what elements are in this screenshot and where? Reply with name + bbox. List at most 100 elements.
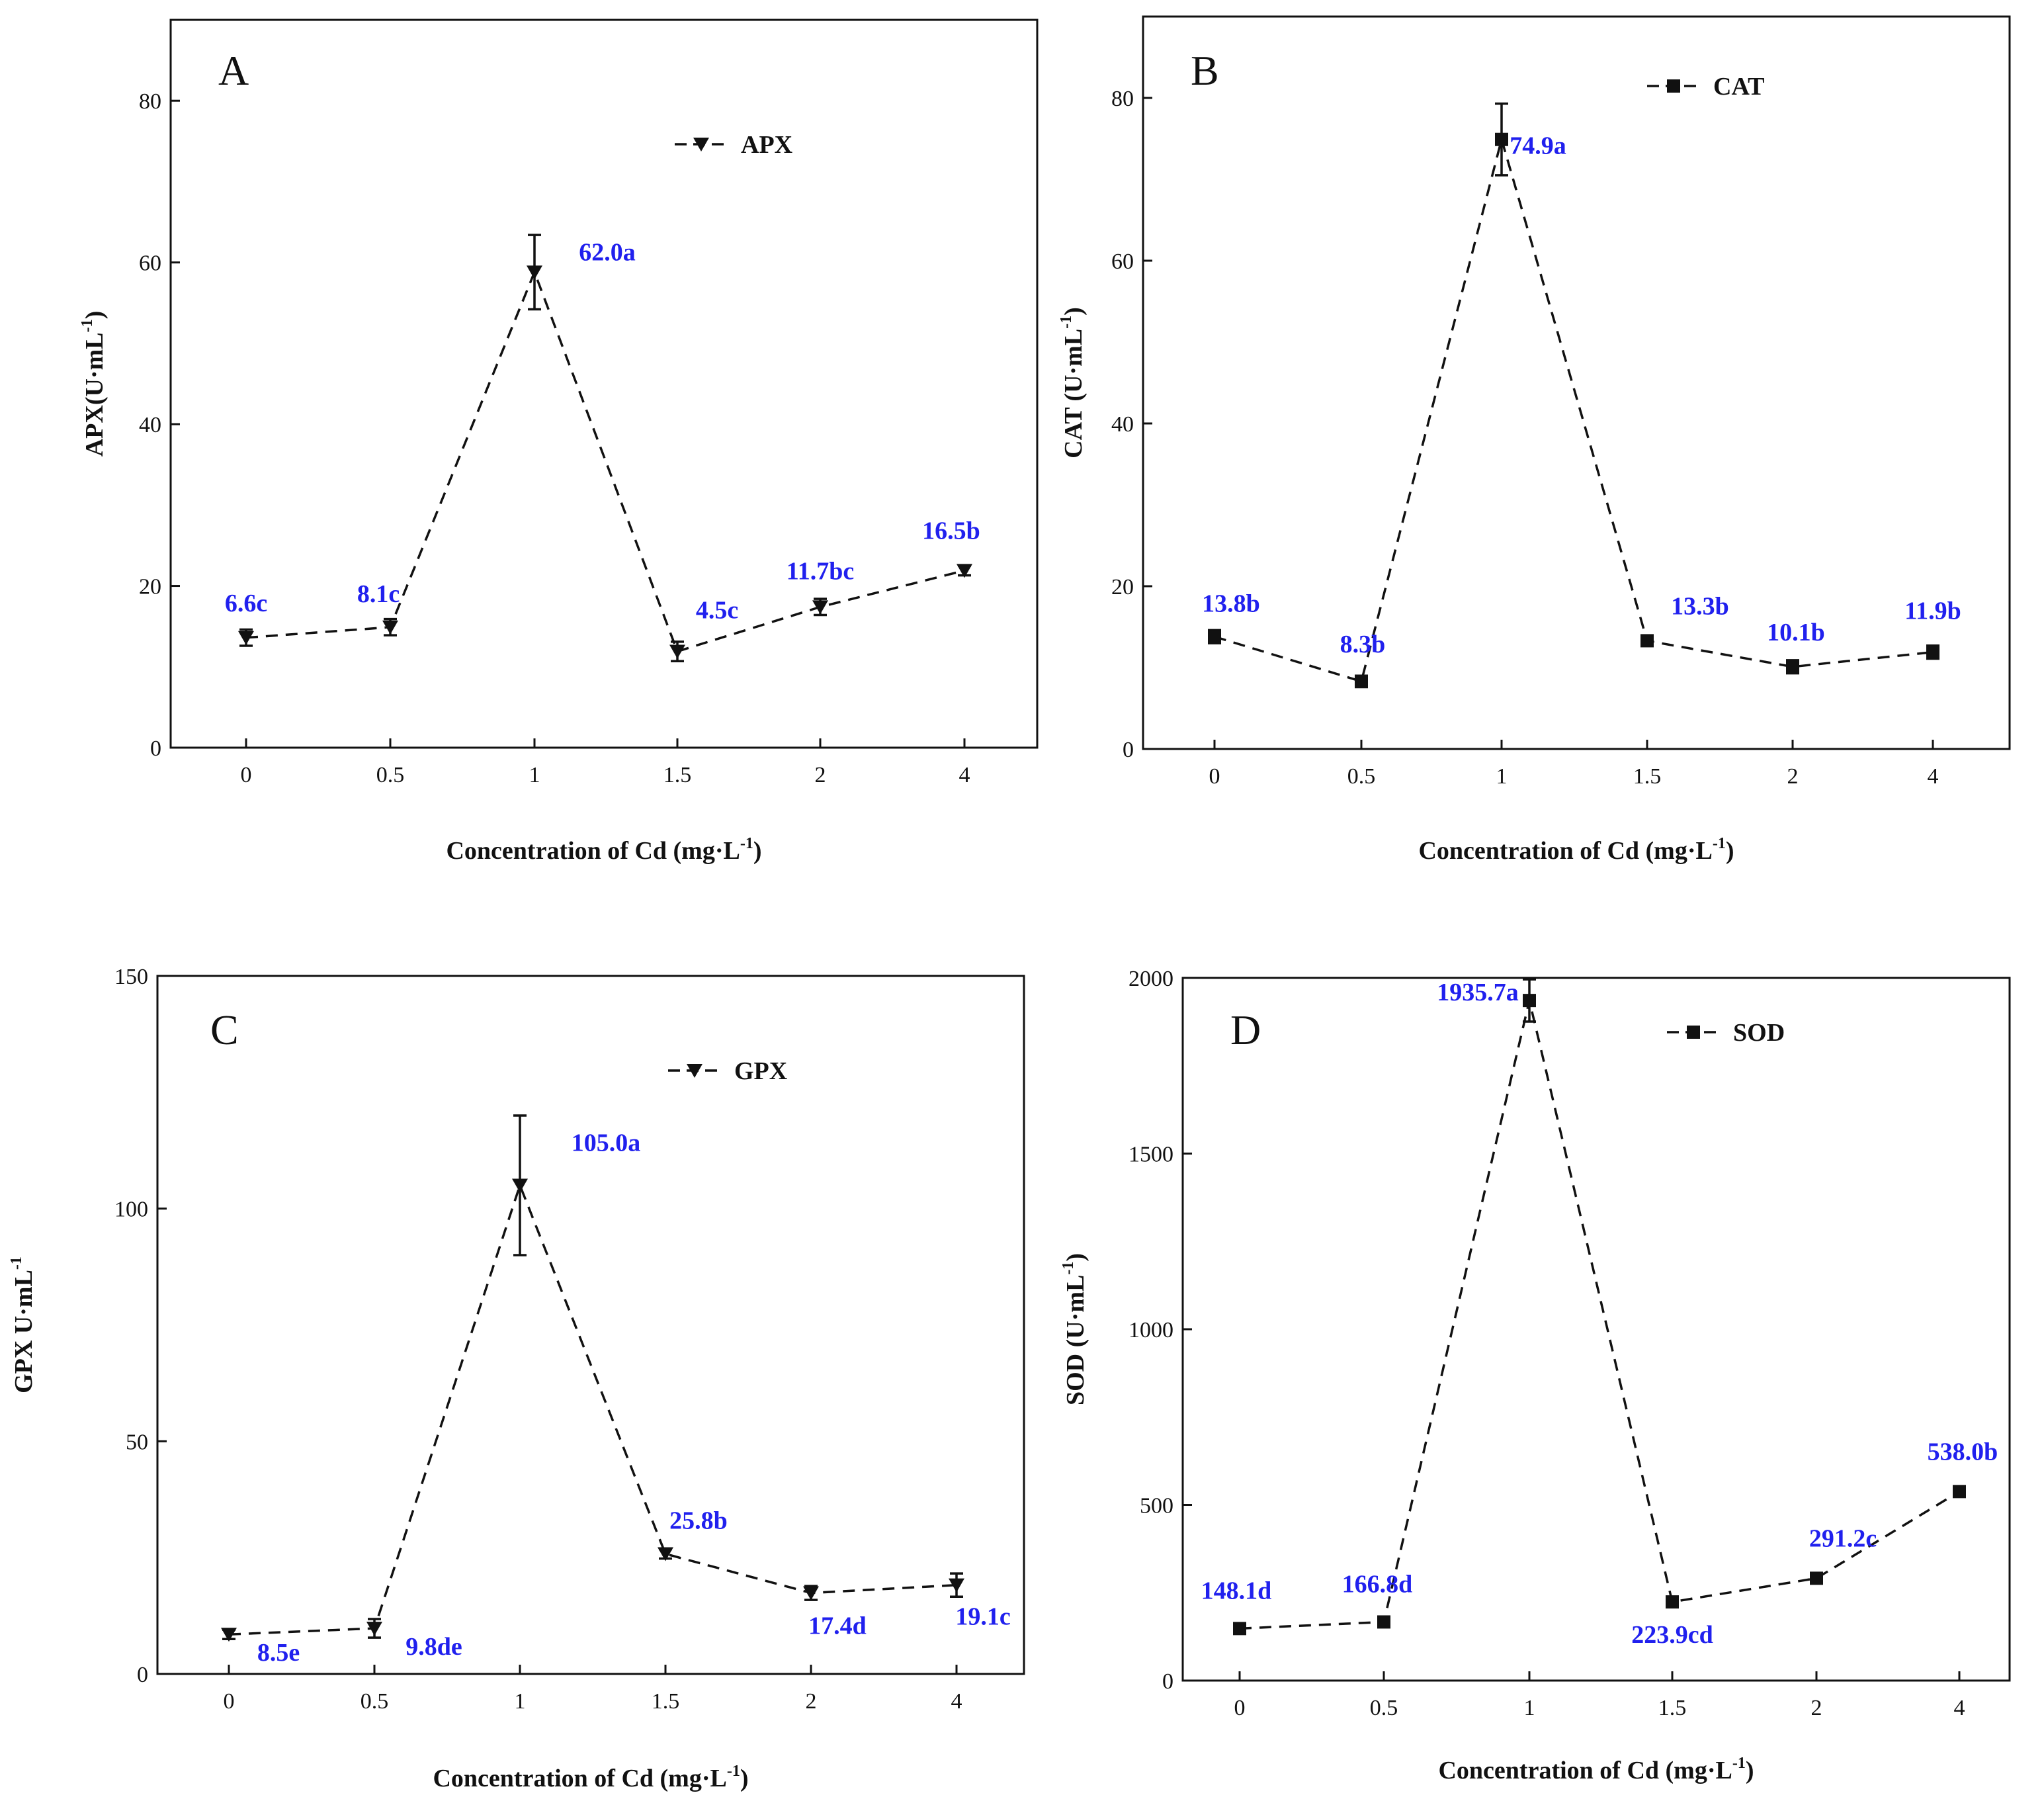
- panel-a-xtick-label: 0: [241, 763, 252, 787]
- panel-d-data-point: [1810, 1571, 1823, 1585]
- panel-d: 0 500 1000 1500 2000 0 0.5 1 1.5 2 4 Concentration …: [1060, 967, 2011, 1784]
- panel-a-data-point: [238, 631, 254, 645]
- panel-b-data-point: [1355, 674, 1368, 688]
- panel-c-ytick-label: 150: [114, 965, 148, 989]
- panel-a-data-label: 6.6c: [225, 590, 267, 617]
- panel-c-series-line: [228, 1182, 957, 1636]
- panel-d-xtick-label: 0.5: [1370, 1696, 1398, 1720]
- panel-b-x-axis-title: Concentration of Cd (mg·L-1): [1418, 835, 1734, 865]
- panel-c-data-label: 25.8b: [669, 1507, 728, 1535]
- panel-b-xtick-label: 1: [1496, 764, 1508, 789]
- panel-d-data-point: [1953, 1485, 1966, 1499]
- panel-b-data-label: 13.3b: [1671, 592, 1729, 620]
- panel-c-data-label: 105.0a: [572, 1129, 641, 1157]
- panel-d-xtick-label: 1.5: [1658, 1696, 1687, 1720]
- panel-c-legend-label: GPX: [734, 1057, 787, 1085]
- panel-a-ytick-label: 40: [139, 413, 161, 437]
- panel-d-ytick-label: 1500: [1128, 1143, 1173, 1167]
- panel-a-data-label: 62.0a: [579, 238, 636, 266]
- panel-b-data-point: [1926, 645, 1939, 659]
- panel-d-legend-label: SOD: [1733, 1019, 1785, 1047]
- panel-c-xtick-label: 0: [224, 1689, 235, 1714]
- panel-a-xtick-label: 0.5: [376, 763, 405, 787]
- panel-a-xtick-label: 2: [815, 763, 826, 787]
- panel-b-data-point: [1495, 132, 1508, 146]
- panel-c-data-point: [366, 1622, 382, 1636]
- panel-a-frame: [169, 19, 1039, 749]
- panel-d-data-label: 538.0b: [1928, 1438, 1998, 1466]
- panel-b-ytick-label: 80: [1111, 87, 1134, 111]
- panel-d-data-point: [1523, 994, 1536, 1008]
- panel-b-xtick-label: 1.5: [1633, 764, 1662, 789]
- panel-a-data-point: [812, 600, 828, 615]
- panel-b-data-point: [1786, 660, 1799, 674]
- panel-c-data-label: 17.4d: [808, 1612, 867, 1640]
- panel-b-legend-marker: [1667, 79, 1680, 93]
- panel-b-data-label: 13.8b: [1202, 590, 1260, 617]
- panel-b-data-label: 74.9a: [1510, 132, 1566, 160]
- panel-b-data-point: [1640, 634, 1654, 648]
- panel-a-data-label: 11.7bc: [787, 557, 854, 585]
- panel-b-ytick-label: 60: [1111, 249, 1134, 274]
- panel-d-letter: D: [1230, 1006, 1261, 1053]
- panel-d-data-point: [1233, 1622, 1246, 1636]
- panel-a-ytick-label: 0: [150, 736, 161, 761]
- panel-c-xtick-label: 0.5: [361, 1689, 389, 1714]
- panel-a: 0 20 40 60 80 0 0.5 1 1.5 2 4 Concentration of Cd (…: [79, 19, 1039, 865]
- panel-b-xtick-label: 2: [1787, 764, 1799, 789]
- panel-a-legend-marker: [693, 138, 709, 152]
- panel-d-y-axis-title: SOD (U·mL-1): [1060, 1253, 1089, 1405]
- panel-a-data-point: [382, 620, 398, 635]
- panel-a-data-point: [957, 564, 972, 578]
- panel-b-ytick-label: 40: [1111, 412, 1134, 437]
- panel-c-data-label: 8.5e: [257, 1639, 300, 1667]
- panel-d-ytick-label: 1000: [1128, 1318, 1173, 1342]
- panel-d-xtick-label: 2: [1811, 1696, 1822, 1720]
- panel-b-ytick-label: 0: [1123, 738, 1134, 762]
- panel-a-y-axis-title: APX(U·mL-1): [79, 311, 108, 457]
- panel-a-data-label: 4.5c: [696, 597, 738, 625]
- panel-c-ytick-label: 50: [126, 1430, 148, 1454]
- panel-b: 0 20 40 60 80 0 0.5 1 1.5 2 4 Concentration of Cd (…: [1058, 15, 2011, 865]
- panel-a-xtick-label: 1: [529, 763, 540, 787]
- panel-d-data-label: 166.8d: [1342, 1570, 1413, 1598]
- panel-d-xtick-label: 4: [1954, 1696, 1965, 1720]
- panel-d-legend-marker: [1687, 1026, 1700, 1039]
- panel-c-letter: C: [210, 1006, 239, 1053]
- panel-a-series-line: [245, 269, 965, 653]
- panel-b-legend-label: CAT: [1713, 73, 1764, 101]
- panel-c-xtick-label: 1: [515, 1689, 526, 1714]
- panel-a-x-axis-title: Concentration of Cd (mg·L-1): [446, 835, 761, 865]
- panel-a-data-label: 16.5b: [922, 517, 980, 545]
- panel-b-xtick-label: 0: [1209, 764, 1220, 789]
- panel-b-y-axis-title: CAT (U·mL-1): [1058, 307, 1087, 459]
- panel-c-data-point: [658, 1547, 673, 1561]
- panel-d-series-line: [1239, 1000, 1960, 1630]
- panel-b-ytick-label: 20: [1111, 575, 1134, 599]
- panel-b-letter: B: [1191, 47, 1219, 94]
- panel-c-data-point: [803, 1586, 819, 1601]
- panel-d-x-axis-title: Concentration of Cd (mg·L-1): [1438, 1755, 1754, 1784]
- panel-c-xtick-label: 4: [951, 1689, 962, 1714]
- panel-c-data-point: [512, 1178, 528, 1193]
- panel-b-xtick-label: 0.5: [1347, 764, 1376, 789]
- panel-d-ytick-label: 0: [1162, 1669, 1173, 1694]
- panel-a-xtick-label: 1.5: [663, 763, 692, 787]
- panel-b-xtick-label: 4: [1928, 764, 1939, 789]
- panel-a-data-label: 8.1c: [357, 580, 400, 608]
- panel-c-ytick-label: 0: [137, 1663, 148, 1687]
- panel-d-frame: [1181, 977, 2011, 1682]
- panel-a-ytick-label: 80: [139, 89, 161, 114]
- panel-b-data-point: [1208, 630, 1221, 644]
- panel-c-data-label: 19.1c: [955, 1603, 1010, 1631]
- panel-a-legend-label: APX: [741, 131, 792, 159]
- panel-d-data-point: [1666, 1595, 1679, 1609]
- panel-c-ytick-label: 100: [114, 1198, 148, 1222]
- panel-d-xtick-label: 1: [1524, 1696, 1535, 1720]
- panel-a-ytick-label: 60: [139, 251, 161, 276]
- panel-d-data-label: 223.9cd: [1631, 1621, 1713, 1649]
- panel-c-data-label: 9.8de: [405, 1633, 462, 1661]
- panel-a-xtick-label: 4: [959, 763, 970, 787]
- panel-c: 0 50 100 150 0 0.5 1 1.5 2 4 Concentration of Cd (…: [8, 965, 1025, 1792]
